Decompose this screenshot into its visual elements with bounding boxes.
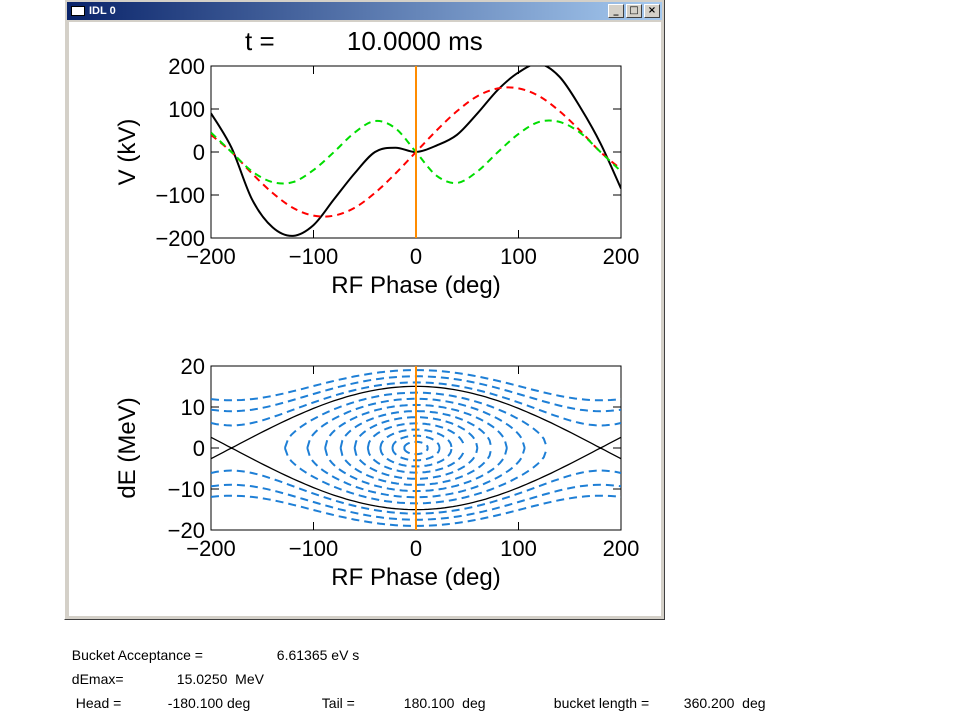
x-tick-label: 100 — [500, 536, 537, 561]
demax-label: dEmax= — [71, 671, 124, 687]
app-icon — [71, 6, 85, 16]
x-tick-label: −200 — [186, 536, 236, 561]
y-tick-label: 10 — [181, 395, 205, 420]
y-tick-label: 100 — [168, 97, 205, 122]
x-tick-label: 200 — [603, 536, 640, 561]
head-label: Head = — [75, 695, 122, 711]
x-tick-label: 0 — [410, 536, 422, 561]
maximize-button[interactable]: □ — [626, 4, 642, 18]
x-tick-label: −200 — [186, 244, 236, 269]
phase-contour — [306, 447, 526, 499]
plots-canvas: t = 10.0000 ms −200 −100 0 100 200−200−10001… — [114, 26, 639, 591]
acceptance-line: Bucket Acceptance = 6.61365 eV s — [64, 631, 360, 663]
tail-label: Tail = — [321, 695, 355, 711]
minimize-button[interactable]: _ — [608, 4, 624, 18]
tail-value: 180.100 deg — [403, 695, 486, 711]
y-axis-label: dE (MeV) — [114, 397, 141, 498]
head-tail-line: Head = -180.100 deg Tail = 180.100 deg bucke… — [68, 679, 766, 711]
voltage-chart: −200 −100 0 100 200 −200 −100 0 100 200 RF Phase (… — [114, 54, 639, 299]
plot-area: t = 10.0000 ms −200 −100 0 100 200 −200 −100 0 1… — [69, 22, 661, 616]
head-value: -180.100 deg — [167, 695, 251, 711]
x-tick-label: 100 — [500, 244, 537, 269]
phase-contour — [353, 447, 479, 480]
y-tick-label: 200 — [168, 54, 205, 79]
acceptance-label: Bucket Acceptance = — [71, 647, 203, 663]
y-tick-label: 0 — [193, 140, 205, 165]
window-titlebar[interactable]: IDL 0 _ □ × — [67, 2, 662, 20]
acceptance-value: 6.61365 eV s — [276, 647, 360, 663]
y-tick-label: 20 — [181, 354, 205, 379]
close-button[interactable]: × — [644, 4, 660, 18]
x-tick-label: −100 — [289, 536, 339, 561]
y-tick-label: −10 — [168, 477, 205, 502]
phase-contour — [306, 397, 526, 449]
window-title: IDL 0 — [89, 5, 116, 17]
y-tick-label: −100 — [155, 183, 205, 208]
x-tick-label: 200 — [603, 244, 640, 269]
plot-title: t = 10.0000 ms — [245, 26, 483, 56]
x-tick-label: 0 — [410, 244, 422, 269]
y-tick-label: −20 — [168, 518, 205, 543]
idl-window: IDL 0 _ □ × t = 10.0000 ms −200 −100 0 100 2… — [64, 0, 665, 620]
y-tick-label: 0 — [193, 436, 205, 461]
length-value: 360.200 deg — [683, 695, 766, 711]
y-axis-label: V (kV) — [114, 119, 141, 186]
x-axis-label: RF Phase (deg) — [331, 564, 500, 591]
demax-value: 15.0250 MeV — [176, 671, 264, 687]
demax-line: dEmax= 15.0250 MeV — [64, 655, 264, 687]
x-axis-label: RF Phase (deg) — [331, 272, 500, 299]
phase-contour — [353, 416, 479, 449]
length-label: bucket length = — [553, 695, 650, 711]
x-tick-label: −100 — [289, 244, 339, 269]
y-tick-label: −200 — [155, 226, 205, 251]
